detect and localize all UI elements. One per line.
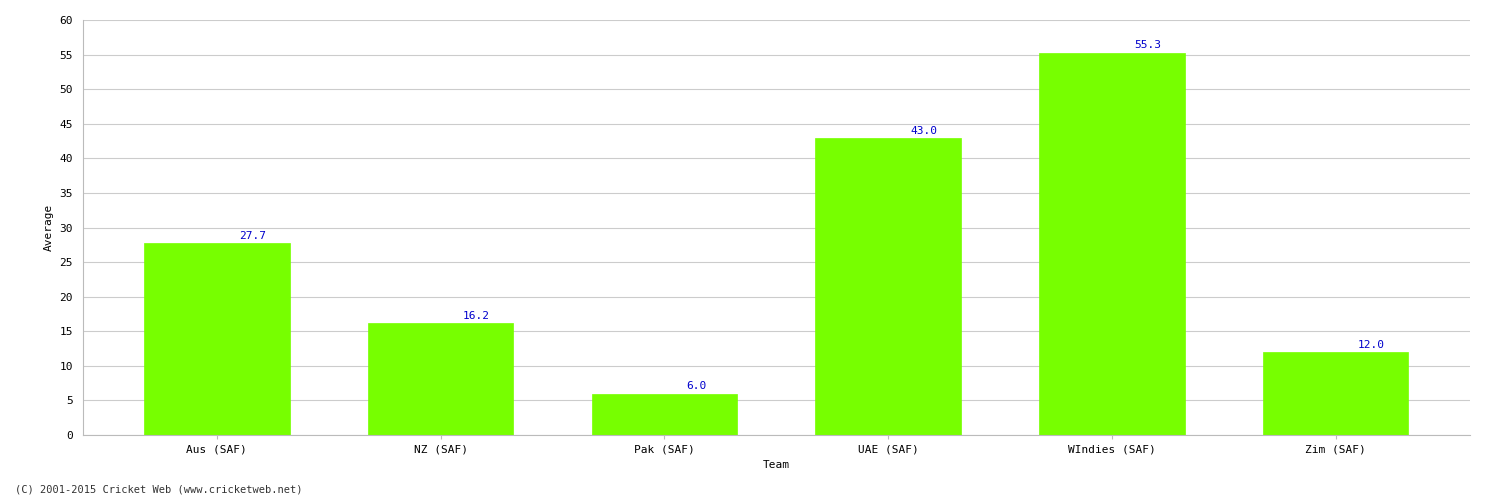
Bar: [591, 394, 736, 435]
Text: 16.2: 16.2: [464, 311, 490, 321]
Text: 43.0: 43.0: [910, 126, 938, 136]
Text: (C) 2001-2015 Cricket Web (www.cricketweb.net): (C) 2001-2015 Cricket Web (www.cricketwe…: [15, 485, 303, 495]
Bar: [816, 138, 962, 435]
Y-axis label: Average: Average: [44, 204, 54, 251]
Bar: [144, 244, 290, 435]
X-axis label: Team: Team: [762, 460, 789, 469]
Text: 12.0: 12.0: [1358, 340, 1384, 350]
Bar: [1040, 52, 1185, 435]
Text: 55.3: 55.3: [1134, 40, 1161, 50]
Bar: [1263, 352, 1408, 435]
Text: 27.7: 27.7: [238, 232, 266, 241]
Bar: [368, 323, 513, 435]
Text: 6.0: 6.0: [687, 382, 706, 392]
